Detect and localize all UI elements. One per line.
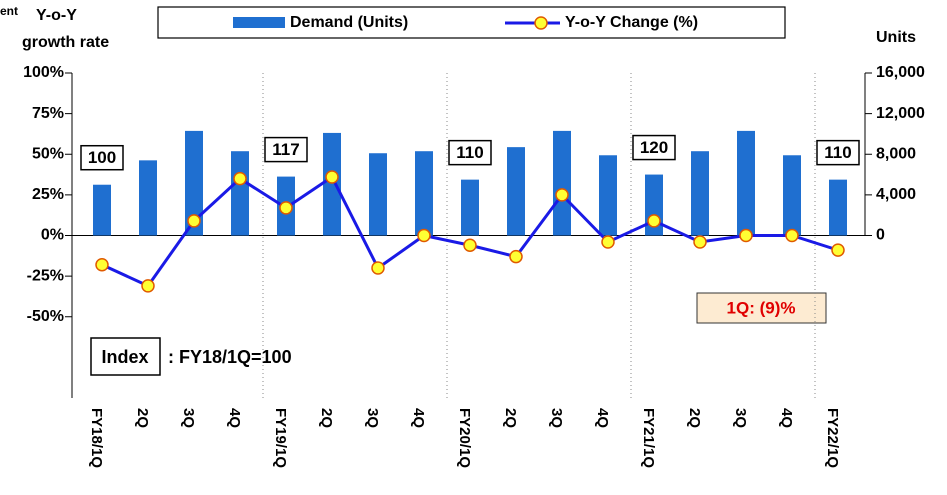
y-tick-label: 100% xyxy=(23,64,64,81)
x-tick-label: 4Q xyxy=(410,408,427,428)
bar xyxy=(599,155,617,236)
legend-swatch xyxy=(233,17,285,28)
y2-tick-label: 8,000 xyxy=(876,145,916,162)
marker xyxy=(233,171,247,186)
y2-tick-label: 16,000 xyxy=(876,64,925,81)
x-tick-label: FY22/1Q xyxy=(824,408,841,468)
marker xyxy=(831,243,845,257)
bar xyxy=(369,153,387,236)
left-axis-title: growth rate xyxy=(22,34,109,51)
y-tick-label: 75% xyxy=(32,105,64,122)
index-annotation: 100 xyxy=(88,148,116,167)
marker xyxy=(187,214,201,228)
bar xyxy=(323,132,341,236)
index-annotation-box xyxy=(632,134,676,161)
marker xyxy=(693,235,707,249)
callout: 1Q: (9)% xyxy=(727,298,796,317)
x-tick-label: FY19/1Q xyxy=(272,408,289,468)
x-tick-label: 3Q xyxy=(548,408,565,428)
x-tick-label: FY18/1Q xyxy=(88,408,105,468)
index-annotation-box xyxy=(448,139,492,166)
index-annotation: 117 xyxy=(272,140,299,159)
right-axis-title: Units xyxy=(876,29,916,46)
marker xyxy=(555,188,569,202)
x-tick-label: 3Q xyxy=(180,408,197,428)
x-tick-label: 3Q xyxy=(364,408,381,428)
index-annotation: 110 xyxy=(456,143,483,162)
x-tick-label: 2Q xyxy=(318,408,335,428)
index-annotation: 120 xyxy=(640,138,668,157)
marker xyxy=(647,214,661,228)
x-tick-label: FY21/1Q xyxy=(640,408,657,468)
x-tick-label: 4Q xyxy=(778,408,795,428)
x-tick-label: 4Q xyxy=(226,408,243,428)
marker xyxy=(417,228,431,243)
y-tick-label: 0% xyxy=(41,227,64,244)
axis-title-fragment: ent xyxy=(0,4,18,18)
y-tick-label: 50% xyxy=(32,145,64,162)
bar xyxy=(185,130,203,236)
index-note: : FY18/1Q=100 xyxy=(168,347,292,367)
bar xyxy=(231,151,249,236)
x-tick-label: 3Q xyxy=(732,408,749,428)
marker xyxy=(739,228,753,243)
x-tick-label: FY20/1Q xyxy=(456,408,473,468)
marker xyxy=(463,238,477,252)
marker xyxy=(785,228,799,243)
index-annotation: 110 xyxy=(824,143,851,162)
callout-box xyxy=(696,292,827,324)
bar xyxy=(93,184,111,236)
x-tick-label: 2Q xyxy=(502,408,519,428)
x-tick-label: 2Q xyxy=(134,408,151,428)
x-tick-label: 4Q xyxy=(594,408,611,428)
y-tick-label: -25% xyxy=(27,267,64,284)
y2-tick-label: 12,000 xyxy=(876,105,925,122)
y2-tick-label: 4,000 xyxy=(876,186,916,203)
index-box xyxy=(90,337,161,376)
index-annotation-box xyxy=(264,136,308,163)
bar xyxy=(415,151,433,236)
bar xyxy=(461,179,479,236)
bar xyxy=(829,179,847,236)
y-tick-label: -50% xyxy=(27,308,64,325)
legend-label: Demand (Units) xyxy=(290,14,408,31)
marker xyxy=(279,201,293,215)
marker xyxy=(325,170,339,184)
marker xyxy=(371,261,385,275)
marker xyxy=(141,279,155,293)
index-annotation-box xyxy=(80,144,124,171)
bar xyxy=(553,130,571,236)
legend-marker xyxy=(534,16,548,30)
y-tick-label: 25% xyxy=(32,186,64,203)
marker xyxy=(95,258,109,272)
bar xyxy=(737,130,755,236)
x-tick-label: 2Q xyxy=(686,408,703,428)
bar xyxy=(139,160,157,236)
index-annotation-box xyxy=(816,139,860,166)
marker xyxy=(601,235,615,249)
left-axis-title: Y-o-Y xyxy=(36,7,77,24)
index-label: Index xyxy=(101,347,148,367)
marker xyxy=(509,249,523,264)
bar xyxy=(783,155,801,236)
legend-label: Y-o-Y Change (%) xyxy=(565,14,698,31)
bar xyxy=(691,151,709,236)
y2-tick-label: 0 xyxy=(876,227,885,244)
bar xyxy=(507,147,525,236)
